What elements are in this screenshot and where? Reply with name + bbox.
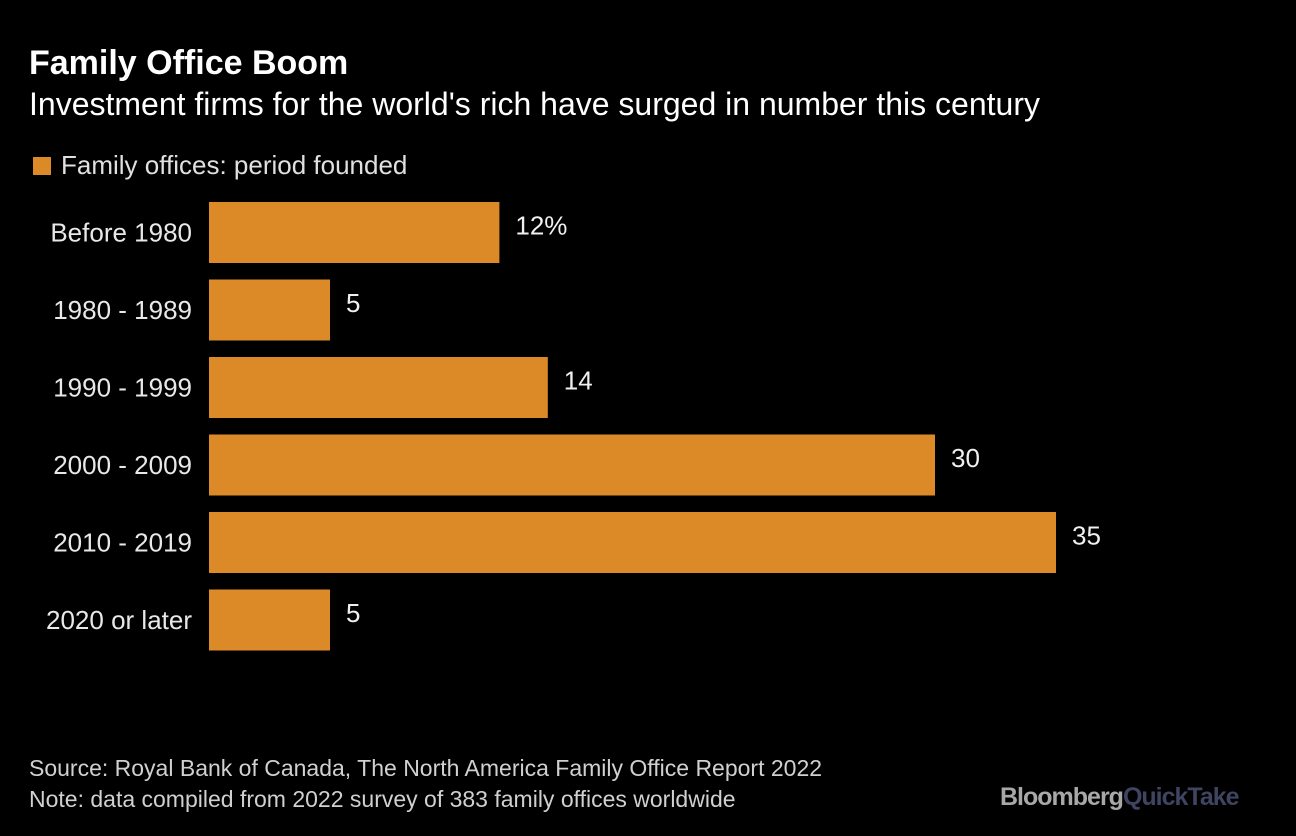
data-label: 35 <box>1072 521 1101 551</box>
category-label: 2000 - 2009 <box>53 450 192 480</box>
data-label: 5 <box>346 598 360 628</box>
bar-5 <box>209 589 330 651</box>
category-label: 1990 - 1999 <box>53 373 192 403</box>
category-label: 2020 or later <box>46 605 192 635</box>
bloomberg-quicktake-logo: BloombergQuickTake <box>1000 783 1240 811</box>
legend-label: Family offices: period founded <box>61 150 408 180</box>
data-label: 14 <box>564 366 593 396</box>
footnote: Note: data compiled from 2022 survey of … <box>29 786 736 812</box>
bar-0 <box>209 202 500 263</box>
bar-4 <box>209 512 1056 573</box>
source-note: Source: Royal Bank of Canada, The North … <box>29 755 823 781</box>
data-label: 5 <box>346 288 360 318</box>
data-label: 30 <box>951 443 980 473</box>
category-label: 1980 - 1989 <box>53 295 192 325</box>
bar-2 <box>209 357 548 418</box>
bar-1 <box>209 279 330 341</box>
data-label: 12% <box>515 211 567 241</box>
legend-swatch <box>33 156 51 175</box>
category-label: 2010 - 2019 <box>53 528 192 558</box>
legend: Family offices: period founded <box>33 150 407 181</box>
chart-title: Family Office Boom <box>29 44 349 82</box>
bar-3 <box>209 434 935 496</box>
chart-subtitle: Investment firms for the world's rich ha… <box>29 86 1040 122</box>
category-label: Before 1980 <box>50 218 192 248</box>
